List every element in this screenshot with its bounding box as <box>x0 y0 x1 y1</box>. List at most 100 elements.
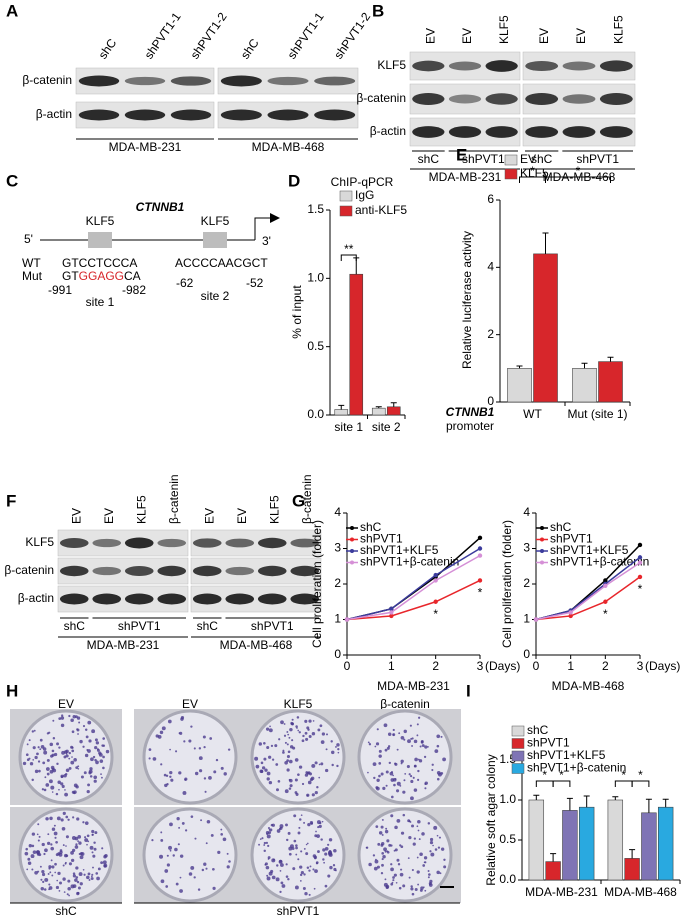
colony <box>267 826 271 830</box>
colony <box>264 768 268 772</box>
colony <box>175 882 179 886</box>
bar <box>607 799 624 881</box>
legend-label: shPVT1+KLF5 <box>360 543 439 557</box>
colony <box>193 876 196 879</box>
colony <box>374 859 379 864</box>
colony <box>65 752 68 755</box>
colony <box>183 740 186 743</box>
colony <box>48 731 51 734</box>
colony <box>63 774 67 778</box>
colony <box>296 727 298 729</box>
colony <box>51 791 54 793</box>
colony <box>52 737 56 740</box>
colony <box>206 820 211 824</box>
cell-line-label: MDA-MB-231 <box>109 140 182 154</box>
colony <box>103 864 107 868</box>
blot-band <box>157 565 187 577</box>
colony <box>99 759 104 763</box>
colony <box>39 748 42 751</box>
colony <box>299 818 302 821</box>
colony <box>98 751 102 755</box>
error-bar <box>566 797 573 811</box>
blot-band <box>562 61 596 71</box>
significance-bracket <box>631 780 650 787</box>
panel-label: C <box>6 171 18 190</box>
significance-label: * <box>559 768 564 782</box>
x-axis-label: promoter <box>446 419 494 433</box>
lane-label: EV <box>574 28 588 44</box>
colony <box>86 748 89 751</box>
series-line <box>346 579 481 621</box>
significance-label: ** <box>344 242 354 256</box>
colony <box>179 876 182 879</box>
colony <box>82 821 85 824</box>
significance-label: * <box>638 582 643 596</box>
data-point <box>533 617 539 622</box>
colony <box>381 852 384 855</box>
x-axis-label: MDA-MB-468 <box>552 679 625 693</box>
group-label: shPVT1 <box>251 619 294 633</box>
colony <box>392 879 395 882</box>
y-tick-label: 1 <box>523 612 530 626</box>
legend-swatch <box>339 205 353 217</box>
colony <box>205 867 208 870</box>
blot-band <box>448 126 482 138</box>
legend-swatch <box>540 560 544 565</box>
plate <box>357 807 453 903</box>
y-tick-label: 0.0 <box>499 872 516 886</box>
colony <box>46 758 50 762</box>
colony <box>390 863 393 866</box>
colony <box>309 820 314 825</box>
bar <box>533 253 558 403</box>
colony <box>285 863 288 866</box>
colony <box>330 740 333 743</box>
error-bar <box>629 849 636 859</box>
x-tick-label: site 1 <box>334 420 363 434</box>
significance-label: * <box>576 164 581 178</box>
colony <box>400 735 405 740</box>
colony <box>315 830 317 833</box>
colony <box>418 759 423 763</box>
colony <box>56 742 60 746</box>
colony <box>45 767 50 771</box>
blot-band <box>124 76 166 86</box>
colony <box>308 893 311 896</box>
blot-band <box>59 538 89 548</box>
colony <box>263 841 267 845</box>
colony <box>148 748 152 751</box>
colony <box>287 831 291 835</box>
group-label: shPVT1 <box>118 619 161 633</box>
colony <box>304 892 308 896</box>
series-line <box>535 576 641 621</box>
colony <box>57 780 61 785</box>
colony <box>77 767 80 770</box>
colony <box>31 832 36 836</box>
colony <box>93 775 98 780</box>
y-tick-label: 2 <box>334 576 341 590</box>
colony <box>367 741 370 744</box>
data-point <box>389 606 394 612</box>
colony <box>275 763 279 766</box>
colony <box>70 760 75 765</box>
colony <box>47 872 50 875</box>
colony <box>72 872 76 875</box>
row-label: β-actin <box>370 124 406 138</box>
colony <box>304 731 308 735</box>
colony <box>164 869 169 873</box>
factor-label: KLF5 <box>86 214 115 228</box>
colony <box>170 778 174 782</box>
legend-swatch <box>350 526 354 530</box>
colony <box>282 751 285 754</box>
colony <box>175 750 178 753</box>
colony <box>432 844 434 847</box>
colony <box>55 840 58 844</box>
colony <box>419 745 422 748</box>
colony <box>76 728 80 732</box>
colony <box>380 871 384 875</box>
bar <box>507 368 532 403</box>
blot-band <box>525 60 559 72</box>
colony <box>403 729 407 734</box>
colony <box>215 758 219 762</box>
colony <box>416 856 419 859</box>
colony <box>436 744 440 748</box>
